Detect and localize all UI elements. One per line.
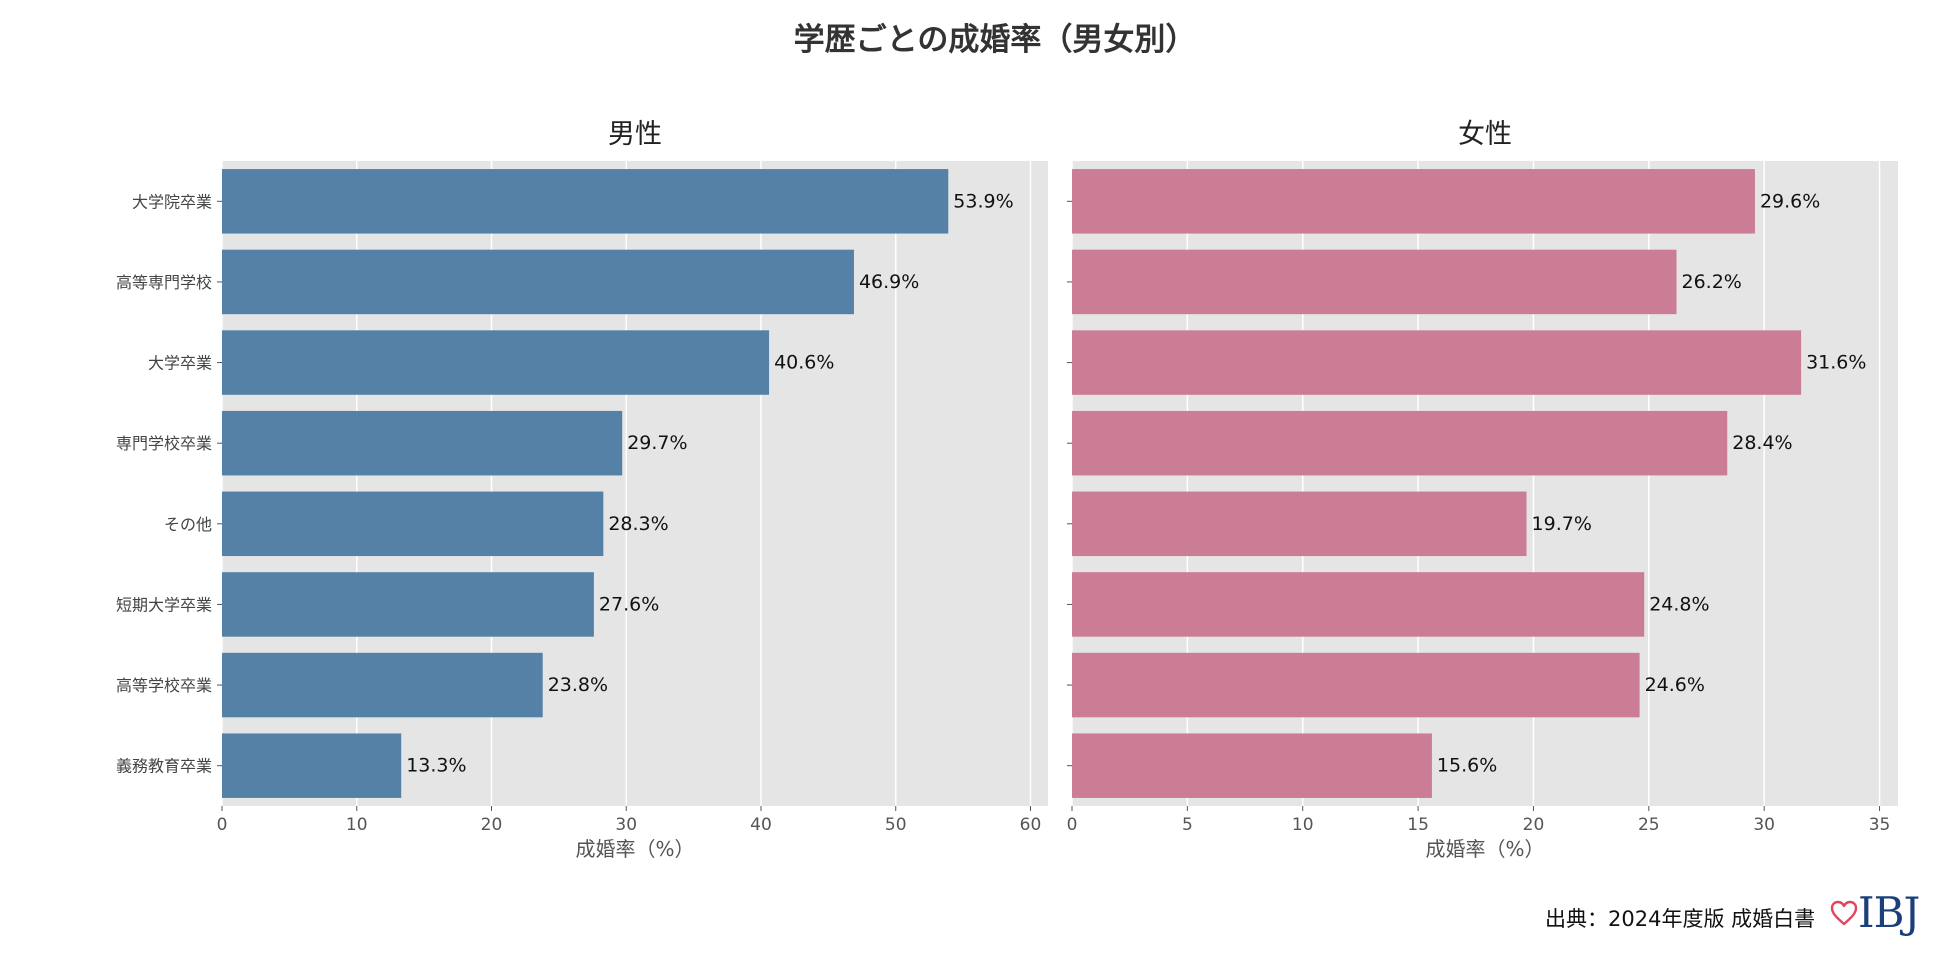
panel-title: 男性 xyxy=(608,119,662,150)
category-label: 短期大学卒業 xyxy=(116,595,212,614)
category-label: 高等学校卒業 xyxy=(116,676,212,695)
x-tick-label: 0 xyxy=(217,815,228,835)
panel-female: 女性 29.6% 26.2% 31.6% 28.4% 19.7% 24.8% 24.6% 15.… xyxy=(1067,119,1898,861)
x-tick-label: 50 xyxy=(885,815,907,835)
bar-value-label: 53.9% xyxy=(953,190,1013,212)
bar xyxy=(222,491,604,557)
x-tick-label: 60 xyxy=(1020,815,1042,835)
x-tick-label: 35 xyxy=(1869,815,1891,835)
x-tick-label: 25 xyxy=(1638,815,1660,835)
bar xyxy=(1072,491,1527,557)
x-tick-label: 30 xyxy=(1753,815,1775,835)
x-tick-label: 10 xyxy=(346,815,368,835)
x-tick-label: 5 xyxy=(1182,815,1193,835)
category-label: 大学院卒業 xyxy=(132,192,212,211)
category-label: 大学卒業 xyxy=(148,354,212,373)
bar-value-label: 26.2% xyxy=(1682,271,1742,293)
bar xyxy=(1072,410,1728,476)
bar-value-label: 23.8% xyxy=(548,674,608,696)
bar-value-label: 27.6% xyxy=(599,593,659,615)
x-tick-label: 20 xyxy=(481,815,503,835)
bar-value-label: 13.3% xyxy=(406,755,466,777)
bar xyxy=(222,249,854,315)
logo-text: IBJ xyxy=(1858,888,1920,937)
bar-value-label: 29.6% xyxy=(1760,190,1820,212)
x-tick-label: 10 xyxy=(1292,815,1314,835)
x-axis-label: 成婚率（%） xyxy=(1425,837,1544,861)
bar-value-label: 28.3% xyxy=(608,513,668,535)
category-label: 高等専門学校 xyxy=(116,273,212,292)
bar-value-label: 46.9% xyxy=(859,271,919,293)
bar-value-label: 28.4% xyxy=(1732,432,1792,454)
panel-male: 男性 53.9% 大学院卒業 46.9% 高等専門学校 40.6% 大学卒業 29.7% 専門学… xyxy=(116,119,1048,861)
bar xyxy=(222,410,623,476)
x-tick-label: 30 xyxy=(615,815,637,835)
panel-title: 女性 xyxy=(1458,119,1512,150)
bar-value-label: 24.8% xyxy=(1649,593,1709,615)
category-label: その他 xyxy=(164,515,212,534)
chart-title: 学歴ごとの成婚率（男女別） xyxy=(794,22,1197,58)
source-citation: 出典：2024年度版 成婚白書 xyxy=(1545,907,1816,931)
bar-value-label: 24.6% xyxy=(1645,674,1705,696)
bar xyxy=(1072,169,1755,234)
bar xyxy=(222,330,770,395)
bar xyxy=(1072,249,1677,315)
bar-value-label: 40.6% xyxy=(774,352,834,374)
x-tick-label: 40 xyxy=(750,815,772,835)
category-label: 専門学校卒業 xyxy=(116,434,212,453)
category-label: 義務教育卒業 xyxy=(116,757,212,776)
x-axis-label: 成婚率（%） xyxy=(575,837,694,861)
bar-value-label: 31.6% xyxy=(1806,352,1866,374)
x-tick-label: 20 xyxy=(1523,815,1545,835)
bar-value-label: 29.7% xyxy=(627,432,687,454)
bar xyxy=(1072,652,1640,718)
bar xyxy=(222,733,402,798)
x-tick-label: 15 xyxy=(1407,815,1429,835)
chart-panels: 男性 53.9% 大学院卒業 46.9% 高等専門学校 40.6% 大学卒業 29.7% 専門学… xyxy=(116,119,1898,861)
bar xyxy=(222,652,543,718)
bar xyxy=(222,169,949,234)
ibj-logo: IBJ xyxy=(1830,888,1920,937)
bar-value-label: 19.7% xyxy=(1532,513,1592,535)
bar-value-label: 15.6% xyxy=(1437,755,1497,777)
x-tick-label: 0 xyxy=(1067,815,1078,835)
bar xyxy=(1072,733,1432,798)
bar xyxy=(222,572,594,637)
heart-outline-icon xyxy=(1830,900,1858,926)
bar xyxy=(1072,572,1645,637)
bar xyxy=(1072,330,1802,395)
